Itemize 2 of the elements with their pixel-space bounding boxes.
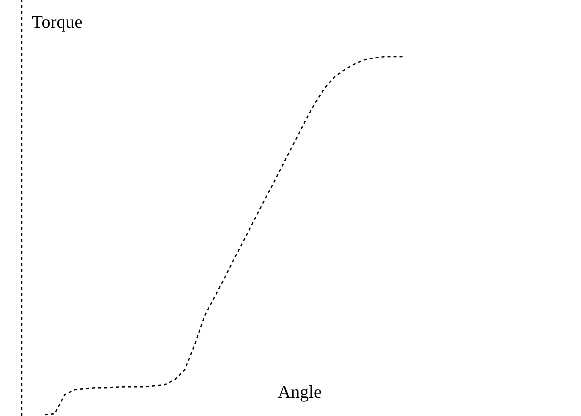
y-axis-title: Torque (32, 12, 83, 32)
x-axis-title: Angle (278, 382, 322, 402)
